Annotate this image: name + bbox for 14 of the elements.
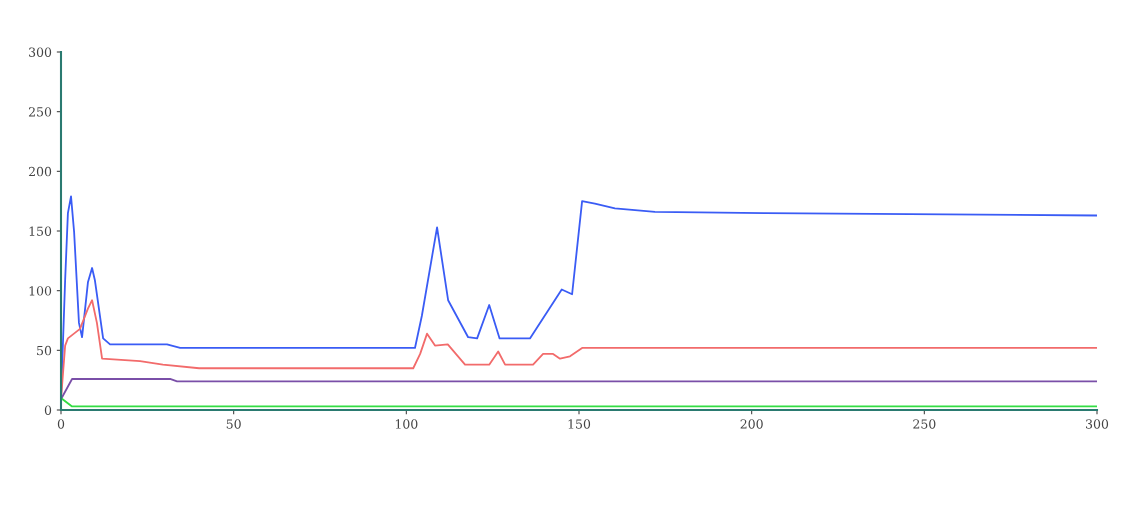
y-tick-label: 50: [37, 345, 52, 356]
y-tick-label: 200: [28, 166, 52, 177]
x-tick-label: 150: [568, 419, 591, 429]
x-tick-label: 50: [226, 419, 241, 429]
x-tick-label: 100: [395, 419, 418, 429]
x-tick-label: 300: [1086, 419, 1109, 429]
y-tick-label: 300: [29, 47, 52, 57]
x-tick-label: 0: [57, 419, 65, 429]
y-tick-label: 250: [28, 107, 52, 117]
y-tick-label: 100: [29, 286, 52, 296]
x-tick-label: 250: [913, 419, 936, 429]
y-tick-label: 0: [44, 405, 52, 415]
x-tick-label: 200: [740, 419, 763, 429]
y-tick-label: 150: [29, 226, 52, 236]
